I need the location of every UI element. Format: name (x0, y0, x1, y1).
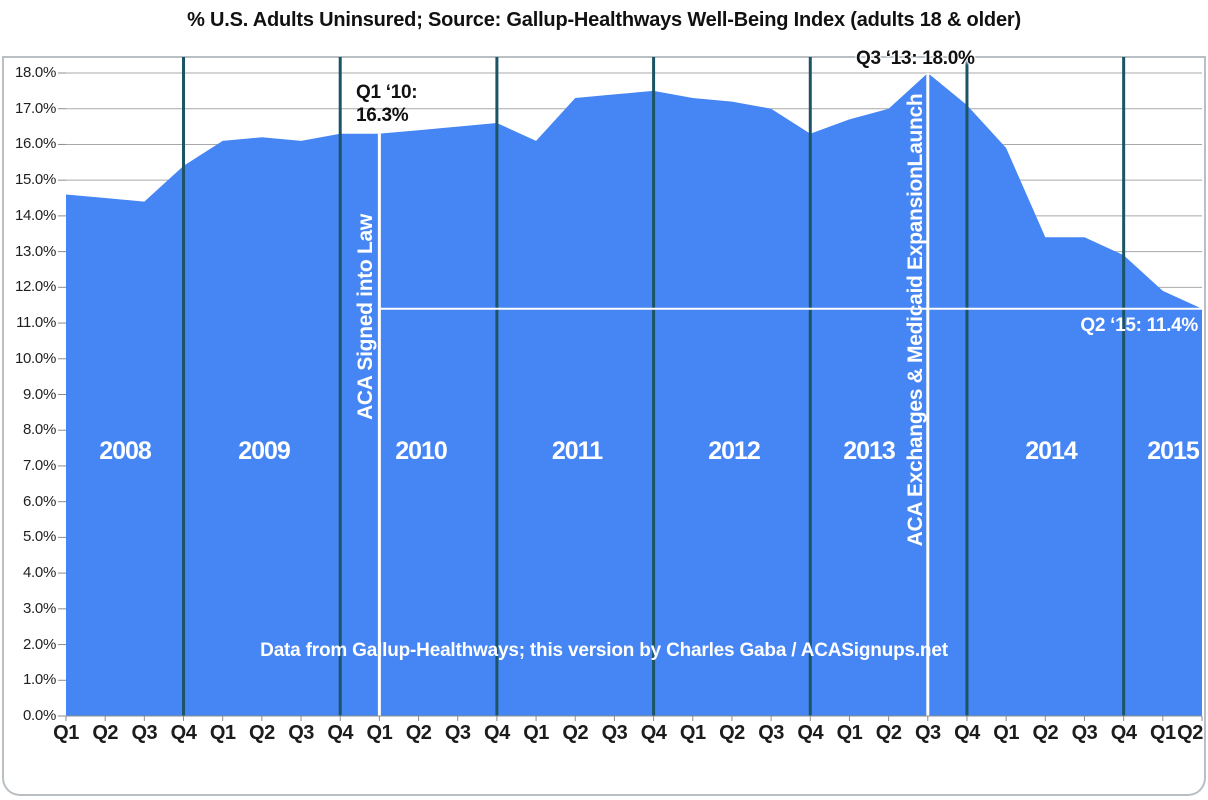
uninsured-area-series (66, 73, 1202, 716)
